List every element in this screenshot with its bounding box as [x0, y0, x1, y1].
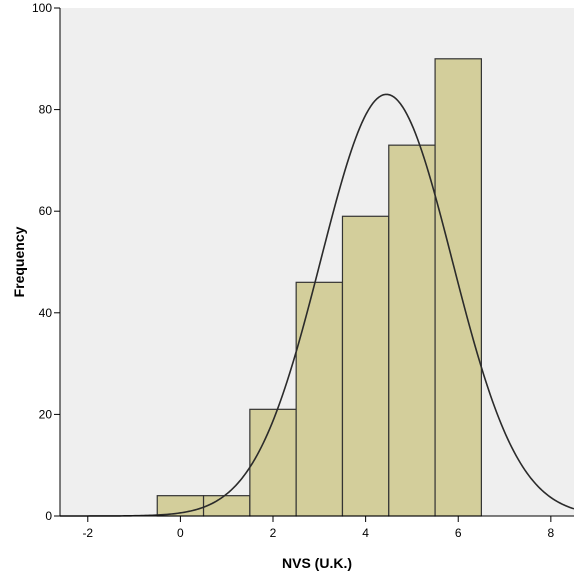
x-tick-label-4: 6 [455, 526, 462, 540]
y-ticks-group: 0 20 40 60 80 100 [32, 1, 60, 523]
x-tick-label-3: 4 [362, 526, 369, 540]
bars-group [156, 58, 482, 517]
x-tick-label-2: 2 [270, 526, 277, 540]
y-tick-label-3: 60 [39, 204, 53, 218]
histogram-bar-6 [434, 58, 482, 517]
y-tick-label-5: 100 [32, 1, 52, 15]
y-tick-label-1: 20 [39, 407, 53, 421]
x-tick-label-5: 8 [548, 526, 555, 540]
x-tick-label-1: 0 [177, 526, 184, 540]
histogram-bar-3 [295, 281, 344, 517]
y-tick-label-0: 0 [45, 509, 52, 523]
normal-curve [60, 93, 574, 517]
x-tick-label-0: -2 [82, 526, 93, 540]
y-tick-label-4: 80 [39, 103, 53, 117]
x-axis-title: NVS (U.K.) [282, 555, 352, 571]
y-axis-title: Frequency [11, 226, 27, 297]
histogram-bar-1 [202, 495, 251, 517]
x-ticks-group: -2 0 2 4 6 8 [82, 516, 555, 540]
histogram-bar-4 [341, 215, 390, 517]
y-tick-label-2: 40 [39, 306, 53, 320]
histogram-bar-5 [388, 144, 436, 517]
histogram-bar-2 [249, 408, 297, 517]
